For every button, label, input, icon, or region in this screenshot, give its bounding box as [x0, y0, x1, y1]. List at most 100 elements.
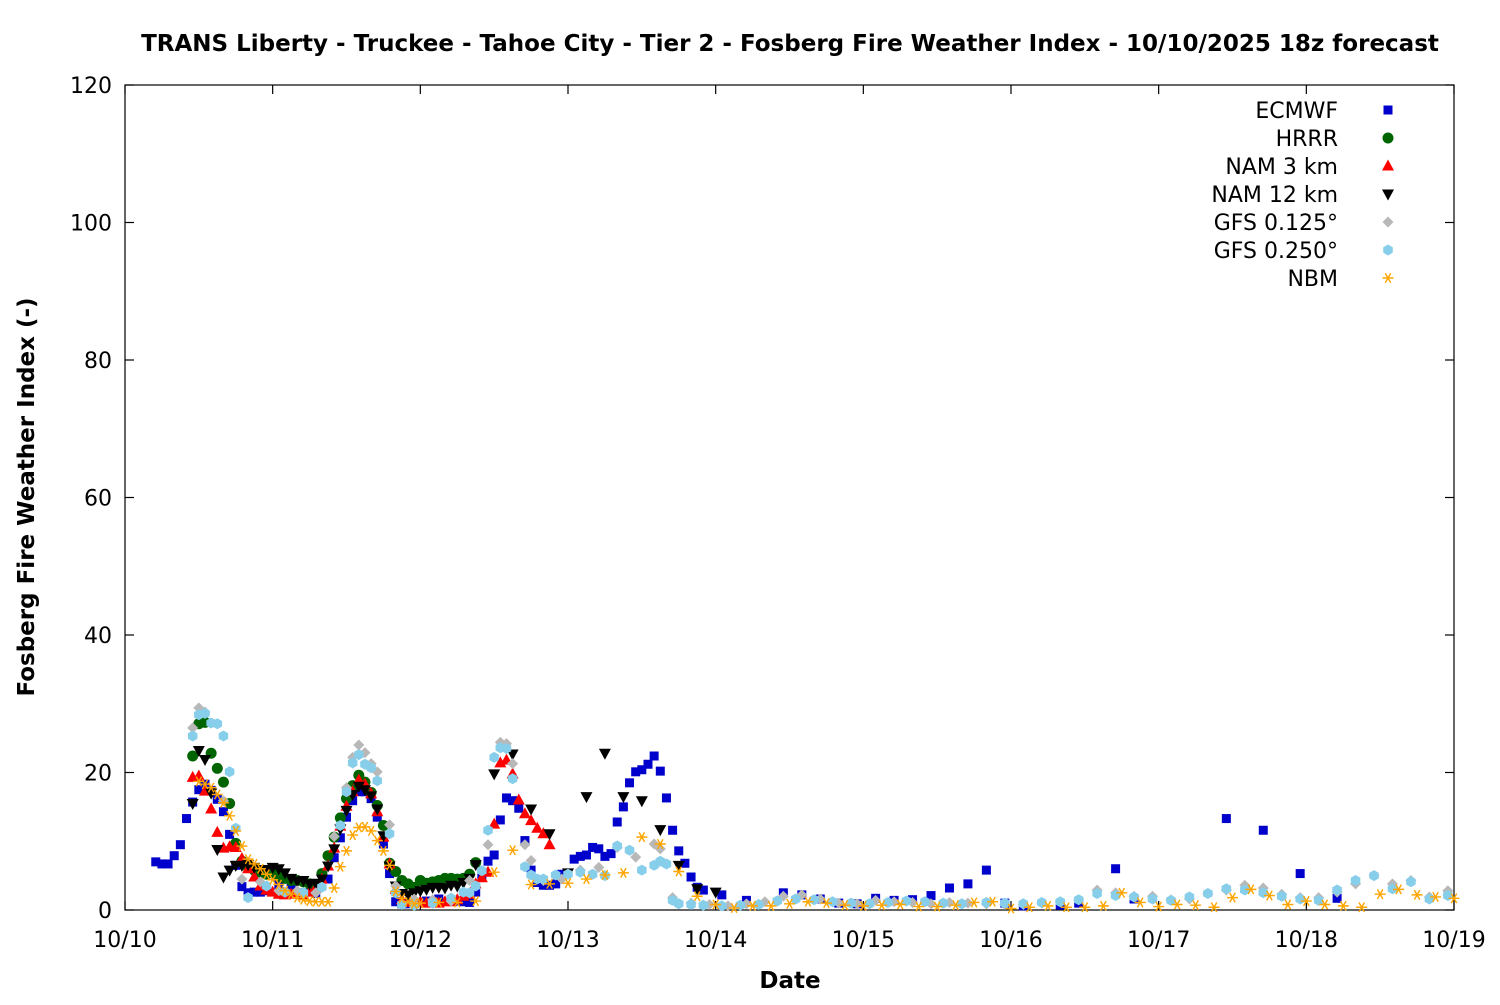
- data-point: [255, 887, 265, 897]
- data-point: [525, 804, 538, 816]
- data-point: [630, 851, 642, 863]
- data-point: [587, 868, 598, 880]
- data-point: [876, 900, 888, 911]
- data-point: [569, 854, 579, 864]
- data-point: [378, 839, 388, 849]
- legend-label: NAM 3 km: [1225, 155, 1338, 180]
- data-point: [673, 866, 685, 877]
- data-point: [1350, 874, 1361, 886]
- data-point: [931, 901, 943, 912]
- data-point: [728, 902, 740, 914]
- data-point: [661, 793, 671, 803]
- y-tick-label: 100: [70, 212, 112, 237]
- data-point: [963, 879, 973, 889]
- y-tick-label: 40: [84, 624, 112, 649]
- x-tick-label: 10/14: [684, 928, 747, 953]
- data-point: [212, 718, 223, 730]
- data-point: [200, 707, 210, 719]
- data-point: [489, 850, 499, 860]
- y-axis-label: Fosberg Fire Weather Index (-): [14, 297, 40, 696]
- data-point: [488, 817, 501, 829]
- data-point: [211, 845, 224, 856]
- data-point: [612, 817, 622, 827]
- data-point: [1282, 899, 1294, 910]
- data-point: [315, 874, 328, 886]
- data-point: [968, 897, 980, 908]
- data-point: [827, 896, 838, 908]
- data-point: [225, 829, 235, 839]
- data-point: [1000, 897, 1010, 909]
- data-point: [347, 829, 359, 841]
- data-point: [438, 883, 451, 895]
- data-point: [802, 896, 814, 907]
- data-point: [365, 825, 377, 837]
- data-point: [709, 887, 722, 899]
- x-tick-label: 10/18: [1275, 928, 1338, 953]
- data-point: [273, 879, 285, 890]
- legend-marker: [1382, 216, 1394, 228]
- y-tick-label: 0: [98, 899, 112, 924]
- data-point: [537, 827, 550, 839]
- data-point: [531, 821, 544, 833]
- data-point: [508, 796, 518, 806]
- data-point: [790, 893, 801, 905]
- y-tick-label: 80: [84, 349, 112, 374]
- data-point: [323, 874, 333, 884]
- data-point: [254, 863, 266, 874]
- data-point: [507, 773, 518, 785]
- legend-marker: [1382, 132, 1394, 144]
- x-tick-label: 10/11: [241, 928, 304, 953]
- data-point: [334, 812, 346, 824]
- data-point: [465, 897, 475, 907]
- data-point: [520, 861, 530, 873]
- data-point: [1190, 900, 1202, 911]
- data-point: [1153, 901, 1165, 912]
- data-point: [1258, 825, 1268, 835]
- data-point: [354, 749, 364, 761]
- data-point: [625, 778, 635, 788]
- data-point: [1245, 884, 1257, 895]
- data-point: [617, 867, 629, 879]
- data-point: [224, 766, 235, 778]
- data-point: [674, 846, 684, 856]
- data-point: [643, 759, 653, 769]
- data-point: [580, 873, 592, 885]
- data-point: [1073, 894, 1084, 906]
- x-tick-label: 10/12: [389, 928, 452, 953]
- data-point: [1147, 893, 1158, 905]
- data-point: [820, 897, 832, 909]
- data-point: [1382, 272, 1394, 284]
- data-point: [322, 896, 334, 907]
- data-point: [710, 899, 722, 910]
- data-point: [334, 861, 346, 872]
- data-point: [384, 860, 396, 871]
- legend-marker: [1383, 244, 1393, 256]
- data-point: [772, 895, 782, 907]
- chart-title: TRANS Liberty - Truckee - Tahoe City - T…: [141, 31, 1439, 57]
- data-point: [317, 881, 327, 893]
- data-point: [451, 881, 464, 893]
- data-point: [894, 899, 906, 910]
- data-point: [329, 853, 339, 863]
- data-point: [1221, 883, 1232, 895]
- data-point: [169, 851, 179, 861]
- data-point: [1382, 216, 1394, 228]
- data-point: [383, 861, 396, 873]
- data-point: [1221, 814, 1231, 824]
- data-point: [944, 883, 954, 893]
- data-point: [747, 900, 759, 912]
- data-point: [1393, 884, 1405, 895]
- data-point: [433, 897, 445, 908]
- x-tick-label: 10/17: [1127, 928, 1190, 953]
- data-point: [205, 782, 217, 793]
- data-point: [366, 762, 376, 774]
- data-point: [518, 807, 531, 819]
- data-point: [1382, 159, 1394, 171]
- data-point: [617, 792, 630, 804]
- data-point: [1060, 902, 1072, 913]
- data-point: [272, 864, 285, 876]
- data-point: [384, 819, 396, 831]
- data-point: [297, 894, 309, 905]
- data-point: [328, 882, 340, 894]
